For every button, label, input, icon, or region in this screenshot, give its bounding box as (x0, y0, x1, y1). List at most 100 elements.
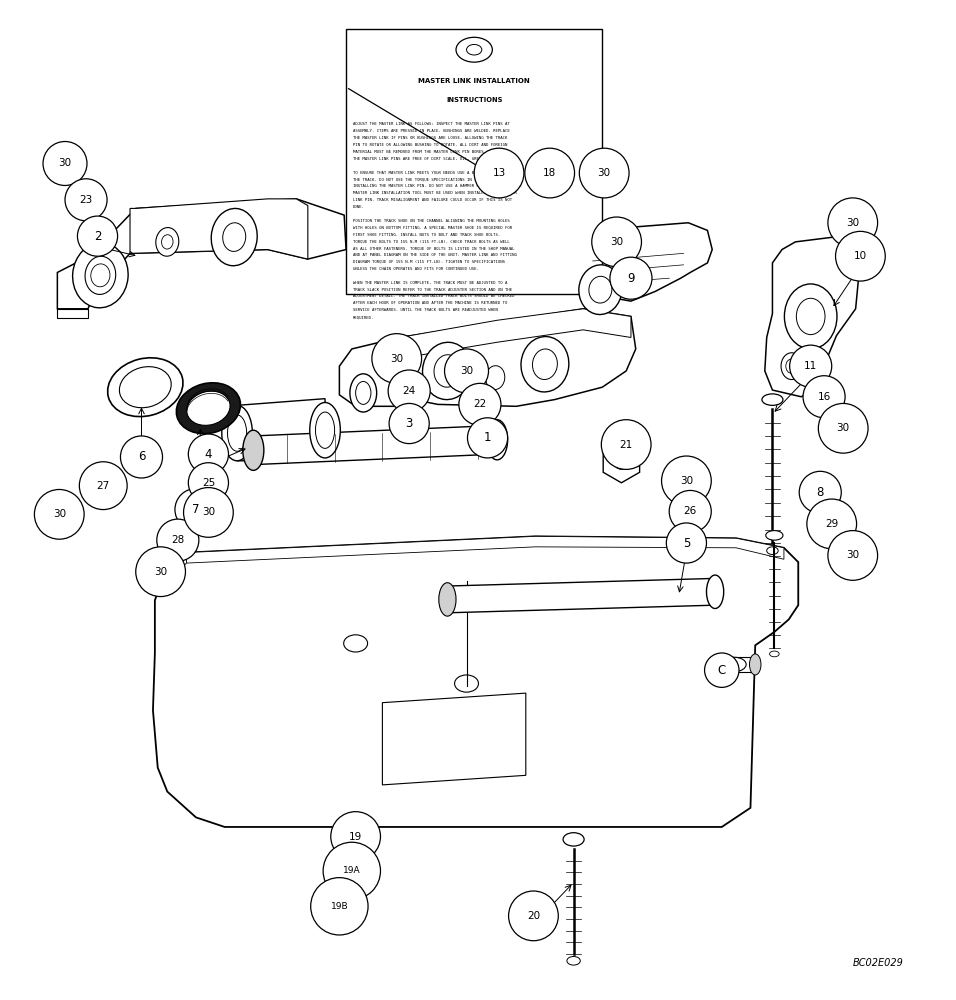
Circle shape (65, 179, 107, 221)
Text: ADJUST THE MASTER LINK AS FOLLOWS: INSPECT THE MASTER LINK PINS AT: ADJUST THE MASTER LINK AS FOLLOWS: INSPE… (353, 122, 510, 126)
Text: WHEN THE MASTER LINK IS COMPLETE, THE TRACK MUST BE ADJUSTED TO A: WHEN THE MASTER LINK IS COMPLETE, THE TR… (353, 281, 507, 285)
Ellipse shape (454, 740, 478, 757)
Text: DONE.: DONE. (353, 205, 364, 209)
Text: 19A: 19A (343, 866, 360, 875)
Text: UNLESS THE CHAIN OPERATES AND FITS FOR CONTINUED USE.: UNLESS THE CHAIN OPERATES AND FITS FOR C… (353, 267, 479, 271)
Ellipse shape (589, 276, 612, 303)
Circle shape (388, 370, 430, 412)
Ellipse shape (156, 228, 179, 256)
Circle shape (77, 216, 118, 256)
Polygon shape (400, 309, 636, 406)
Circle shape (331, 812, 380, 861)
Text: 30: 30 (460, 366, 473, 376)
Text: TRACK SLACK POSITION REFER TO THE TRACK ADJUSTER SECTION AND ON THE: TRACK SLACK POSITION REFER TO THE TRACK … (353, 288, 511, 292)
Text: 1: 1 (484, 431, 491, 444)
Circle shape (459, 383, 501, 425)
Text: 30: 30 (598, 168, 611, 178)
Text: 30: 30 (846, 550, 859, 560)
Ellipse shape (356, 381, 371, 404)
Ellipse shape (781, 353, 802, 380)
Text: 24: 24 (402, 386, 416, 396)
Ellipse shape (454, 675, 478, 692)
Text: 16: 16 (817, 392, 831, 402)
Text: 21: 21 (619, 440, 633, 450)
Text: 19: 19 (349, 832, 362, 842)
Ellipse shape (91, 264, 110, 287)
Circle shape (184, 488, 233, 537)
Circle shape (509, 891, 558, 941)
Text: LINK PIN. TRACK MISALIGNMENT AND FAILURE COULD OCCUR IF THIS IS NOT: LINK PIN. TRACK MISALIGNMENT AND FAILURE… (353, 198, 511, 202)
Text: POSITION THE TRACK SHOE ON THE CHANNEL ALIGNING THE MOUNTING HOLES: POSITION THE TRACK SHOE ON THE CHANNEL A… (353, 219, 510, 223)
Polygon shape (447, 578, 715, 613)
Circle shape (389, 403, 429, 444)
Text: 9: 9 (627, 272, 635, 285)
Text: 4: 4 (205, 448, 212, 461)
Ellipse shape (85, 256, 116, 294)
Circle shape (669, 490, 711, 533)
Ellipse shape (614, 454, 629, 469)
Text: 20: 20 (527, 911, 540, 921)
Ellipse shape (578, 265, 622, 315)
Polygon shape (722, 657, 755, 672)
Polygon shape (57, 199, 346, 309)
Text: 13: 13 (492, 168, 506, 178)
Circle shape (579, 148, 629, 198)
Text: AND AT PANEL DIAGRAM ON THE SIDE OF THE UNIT. MASTER LINK AND FITTING: AND AT PANEL DIAGRAM ON THE SIDE OF THE … (353, 253, 516, 257)
Text: 8: 8 (816, 486, 824, 499)
Ellipse shape (786, 359, 797, 373)
Text: THE MASTER LINK PINS ARE FREE OF DIRT SCALE, OIL, GREASE AND FILM.: THE MASTER LINK PINS ARE FREE OF DIRT SC… (353, 157, 510, 161)
Text: 22: 22 (473, 399, 487, 409)
Text: 25: 25 (202, 478, 215, 488)
Text: AFTER EACH HOUR OF OPERATION AND AFTER THE MACHINE IS RETURNED TO: AFTER EACH HOUR OF OPERATION AND AFTER T… (353, 301, 507, 305)
Polygon shape (253, 425, 497, 465)
Text: DIAGRAM TORQUE OF 155 N.M (115 FT.LB). TIGHTEN TO SPECIFICATIONS: DIAGRAM TORQUE OF 155 N.M (115 FT.LB). T… (353, 260, 505, 264)
Circle shape (445, 349, 489, 393)
Text: 30: 30 (53, 509, 66, 519)
Circle shape (818, 403, 868, 453)
Text: THE MASTER LINK IF PINS OR BUSHINGS ARE LOOSE, ALLOWING THE TRACK: THE MASTER LINK IF PINS OR BUSHINGS ARE … (353, 136, 507, 140)
Text: 30: 30 (202, 507, 215, 517)
Ellipse shape (567, 956, 580, 965)
Circle shape (610, 257, 652, 299)
Text: 28: 28 (171, 535, 185, 545)
Text: INSTRUCTIONS: INSTRUCTIONS (446, 97, 502, 103)
Circle shape (807, 499, 857, 549)
Circle shape (43, 141, 87, 185)
Ellipse shape (750, 654, 761, 675)
Polygon shape (186, 536, 784, 563)
Ellipse shape (243, 430, 264, 470)
Ellipse shape (796, 298, 825, 335)
Circle shape (601, 420, 651, 469)
Ellipse shape (770, 651, 779, 657)
Text: 30: 30 (58, 158, 72, 168)
Circle shape (175, 489, 217, 531)
Text: 5: 5 (683, 537, 690, 550)
Ellipse shape (532, 349, 557, 380)
Text: 2: 2 (94, 230, 101, 243)
Circle shape (323, 842, 380, 900)
Text: 30: 30 (154, 567, 167, 577)
Text: 30: 30 (610, 237, 623, 247)
Text: 27: 27 (97, 481, 110, 491)
Circle shape (120, 436, 163, 478)
Circle shape (836, 231, 885, 281)
Text: 29: 29 (825, 519, 838, 529)
Ellipse shape (563, 833, 584, 846)
Ellipse shape (439, 583, 456, 616)
Ellipse shape (350, 374, 377, 412)
Circle shape (790, 345, 832, 387)
Ellipse shape (162, 235, 173, 249)
Text: BC02E029: BC02E029 (853, 958, 903, 968)
Circle shape (311, 878, 368, 935)
Ellipse shape (310, 402, 340, 458)
Ellipse shape (186, 391, 230, 425)
Text: TO ENSURE THAT MASTER LINK MEETS YOUR NEEDS USE A BLOCK TO SUPPORT: TO ENSURE THAT MASTER LINK MEETS YOUR NE… (353, 171, 510, 175)
Text: SERVICE AFTERWARDS. UNTIL THE TRACK BOLTS ARE READJUSTED WHEN: SERVICE AFTERWARDS. UNTIL THE TRACK BOLT… (353, 308, 498, 312)
Ellipse shape (423, 342, 472, 400)
Circle shape (34, 489, 84, 539)
Text: 10: 10 (854, 251, 867, 261)
Ellipse shape (176, 383, 241, 434)
Text: 30: 30 (846, 218, 859, 228)
Ellipse shape (315, 412, 335, 448)
Polygon shape (163, 553, 186, 588)
